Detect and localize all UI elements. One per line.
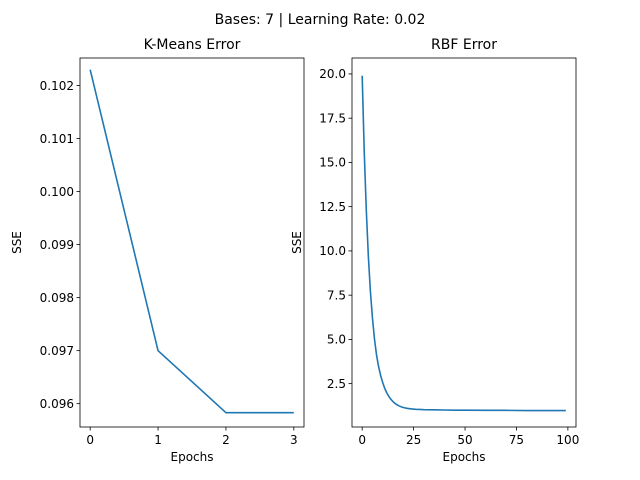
rbf-y-tick-label: 17.5 <box>319 111 346 125</box>
kmeans-x-axis-label: Epochs <box>171 450 214 464</box>
kmeans-x-tick-label: 2 <box>222 433 230 447</box>
rbf-x-tick-label: 75 <box>509 433 524 447</box>
rbf-y-tick-label: 15.0 <box>319 156 346 170</box>
rbf-y-tick-label: 10.0 <box>319 244 346 258</box>
rbf-y-tick-label: 2.5 <box>327 377 346 391</box>
rbf-series-line-0 <box>361 75 566 412</box>
rbf-x-tick-label: 0 <box>358 433 366 447</box>
rbf-y-tick-label: 20.0 <box>319 67 346 81</box>
rbf-chart-title: RBF Error <box>431 37 497 53</box>
kmeans-y-tick-label: 0.100 <box>40 185 74 199</box>
kmeans-axes-frame <box>79 57 305 428</box>
kmeans-chart-title: K-Means Error <box>144 37 241 53</box>
rbf-y-axis-label: SSE <box>290 231 304 254</box>
kmeans-series-line-0 <box>89 69 294 414</box>
kmeans-y-tick-label: 0.101 <box>40 132 74 146</box>
rbf-error-chart: 0 25 50 75 100 2.5 5.0 7.5 10.0 12.5 15.0 17.5 20.0 R… <box>290 37 579 464</box>
kmeans-y-tick-label: 0.098 <box>40 291 74 305</box>
kmeans-x-tick-label: 0 <box>86 433 94 447</box>
kmeans-error-chart: 0 1 2 3 0.096 0.097 0.098 0.099 0.100 0.101 0.102 K… <box>10 37 305 464</box>
rbf-x-tick-label: 50 <box>457 433 472 447</box>
rbf-y-tick-label: 5.0 <box>327 333 346 347</box>
kmeans-y-tick-label: 0.102 <box>40 79 74 93</box>
rbf-y-tick-label: 12.5 <box>319 200 346 214</box>
kmeans-y-axis-label: SSE <box>10 231 24 254</box>
kmeans-y-tick-label: 0.099 <box>40 238 74 252</box>
rbf-x-tick-label: 25 <box>406 433 421 447</box>
rbf-x-axis-label: Epochs <box>443 450 486 464</box>
kmeans-y-tick-label: 0.097 <box>40 344 74 358</box>
kmeans-x-tick-label: 1 <box>154 433 162 447</box>
kmeans-x-tick-label: 3 <box>290 433 298 447</box>
rbf-y-tick-label: 7.5 <box>327 288 346 302</box>
rbf-x-tick-label: 100 <box>556 433 579 447</box>
kmeans-y-tick-label: 0.096 <box>40 397 74 411</box>
figure-suptitle: Bases: 7 | Learning Rate: 0.02 <box>215 12 426 28</box>
rbf-axes-frame <box>351 57 577 428</box>
